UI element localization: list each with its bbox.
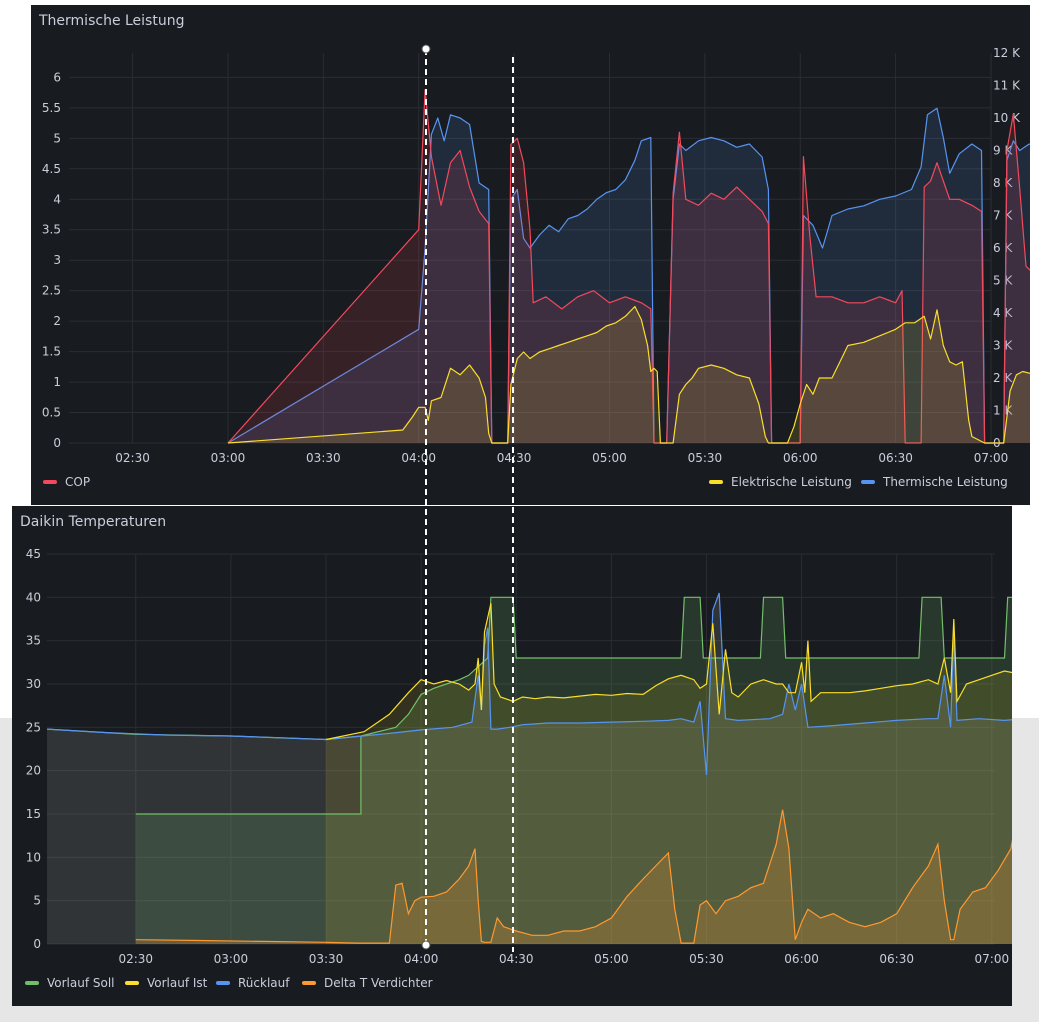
x-tick-label: 05:30 bbox=[689, 952, 724, 966]
y-left-tick-label: 2.5 bbox=[42, 284, 61, 298]
series-line-vorlauf-soll-lower bbox=[135, 736, 362, 815]
legend-swatch-delta-t-verdichter bbox=[302, 981, 316, 985]
legend-swatch-cop bbox=[43, 480, 57, 484]
x-tick-label: 07:00 bbox=[975, 952, 1010, 966]
legend-label-cop: COP bbox=[65, 475, 90, 489]
grid bbox=[69, 53, 992, 444]
y-right-tick-label: 11 K bbox=[993, 79, 1021, 93]
x-tick-label: 06:30 bbox=[878, 451, 913, 465]
legend-swatch-rücklauf bbox=[216, 981, 230, 985]
series-area-rucklauf bbox=[47, 593, 1012, 944]
series-line-cop bbox=[227, 89, 1030, 444]
series-line-delta-t-verdichter bbox=[135, 809, 1012, 944]
grid bbox=[47, 553, 995, 945]
y-right-tick-label: 4 K bbox=[993, 306, 1013, 320]
legend-label-delta-t-verdichter: Delta T Verdichter bbox=[324, 976, 433, 990]
series-line-elektrische-leistung bbox=[227, 305, 1030, 444]
y-tick-label: 30 bbox=[26, 677, 41, 691]
y-left-tick-label: 4.5 bbox=[42, 162, 61, 176]
y-tick-label: 25 bbox=[26, 720, 41, 734]
x-tick-label: 06:00 bbox=[783, 451, 818, 465]
x-tick-label: 03:30 bbox=[309, 952, 344, 966]
series-area-vorlauf-soll bbox=[135, 597, 1012, 944]
series-area-elektrische-leistung bbox=[228, 306, 1030, 443]
legend-label-vorlauf-ist: Vorlauf Ist bbox=[147, 976, 208, 990]
panel-thermische-leistung[interactable]: Thermische Leistung 0 0.5 1 1.5 2 2.5 3 3.5 4 4.5… bbox=[31, 5, 1030, 505]
x-tick-label: 02:30 bbox=[115, 451, 150, 465]
y-left-tick-label: 3 bbox=[53, 253, 61, 267]
x-tick-label: 02:30 bbox=[118, 952, 153, 966]
x-tick-label: 04:30 bbox=[497, 451, 532, 465]
y-tick-label: 45 bbox=[26, 547, 41, 561]
y-right-tick-label: 2 K bbox=[993, 371, 1013, 385]
legend-label-thermische-leistung: Thermische Leistung bbox=[882, 475, 1008, 489]
y-left-tick-label: 2 bbox=[53, 314, 61, 328]
chart-daikin-temperaturen[interactable]: 0 5 10 15 20 25 30 35 40 45 02:30 03:00 03:30 04:00 04… bbox=[12, 506, 1012, 1006]
y-left-tick-label: 1 bbox=[53, 375, 61, 389]
x-tick-label: 03:30 bbox=[306, 451, 341, 465]
y-left-tick-label: 6 bbox=[53, 70, 61, 84]
panel-daikin-temperaturen[interactable]: Daikin Temperaturen 0 5 10 15 20 25 30 35 40 45 02… bbox=[12, 506, 1012, 1006]
y-right-tick-label: 3 K bbox=[993, 339, 1013, 353]
x-tick-label: 06:00 bbox=[784, 952, 819, 966]
legend-swatch-vorlauf-soll bbox=[25, 981, 39, 985]
y-right-tick-label: 8 K bbox=[993, 176, 1013, 190]
y-left-tick-label: 0.5 bbox=[42, 406, 61, 420]
x-tick-label: 03:00 bbox=[214, 952, 249, 966]
y-tick-label: 40 bbox=[26, 590, 41, 604]
y-tick-label: 35 bbox=[26, 634, 41, 648]
legend-swatch-thermische-leistung bbox=[861, 480, 875, 484]
legend-label-vorlauf-soll: Vorlauf Soll bbox=[47, 976, 115, 990]
y-right-tick-label: 10 K bbox=[993, 111, 1021, 125]
series-line-rucklauf bbox=[46, 592, 1012, 776]
x-tick-label: 03:00 bbox=[211, 451, 246, 465]
y-right-tick-label: 6 K bbox=[993, 241, 1013, 255]
series-line-thermische-leistung bbox=[227, 107, 1030, 444]
y-right-tick-label: 5 K bbox=[993, 274, 1013, 288]
y-left-tick-label: 5.5 bbox=[42, 101, 61, 115]
x-tick-label: 04:00 bbox=[404, 952, 439, 966]
legend-swatch-elektrische-leistung bbox=[709, 480, 723, 484]
y-tick-label: 0 bbox=[33, 937, 41, 951]
legend-label-elektrische-leistung: Elektrische Leistung bbox=[731, 475, 852, 489]
x-tick-label: 04:30 bbox=[499, 952, 534, 966]
series-area-vorlauf-ist bbox=[326, 603, 1012, 944]
y-left-tick-label: 4 bbox=[53, 192, 61, 206]
y-tick-label: 10 bbox=[26, 850, 41, 864]
y-right-tick-label: 7 K bbox=[993, 209, 1013, 223]
series-line-vorlauf-soll bbox=[46, 596, 1012, 741]
y-tick-label: 20 bbox=[26, 764, 41, 778]
panel-title-thermische-leistung[interactable]: Thermische Leistung bbox=[39, 13, 185, 29]
y-left-tick-label: 3.5 bbox=[42, 223, 61, 237]
x-tick-label: 05:00 bbox=[592, 451, 627, 465]
x-tick-label: 04:00 bbox=[401, 451, 436, 465]
y-tick-label: 5 bbox=[33, 894, 41, 908]
y-left-tick-label: 1.5 bbox=[42, 345, 61, 359]
series-area-cop bbox=[228, 89, 1030, 443]
x-tick-label: 05:00 bbox=[594, 952, 629, 966]
x-tick-label: 06:30 bbox=[879, 952, 914, 966]
y-left-tick-label: 0 bbox=[53, 436, 61, 450]
y-tick-label: 15 bbox=[26, 807, 41, 821]
legend-label-rücklauf: Rücklauf bbox=[238, 976, 290, 990]
x-tick-label: 05:30 bbox=[688, 451, 723, 465]
y-left-tick-label: 5 bbox=[53, 131, 61, 145]
x-tick-label: 07:00 bbox=[974, 451, 1009, 465]
panel-title-daikin-temperaturen[interactable]: Daikin Temperaturen bbox=[20, 514, 167, 530]
y-right-tick-label: 12 K bbox=[993, 46, 1021, 60]
series-line-vorlauf-ist bbox=[325, 603, 1012, 741]
legend-swatch-vorlauf-ist bbox=[125, 981, 139, 985]
